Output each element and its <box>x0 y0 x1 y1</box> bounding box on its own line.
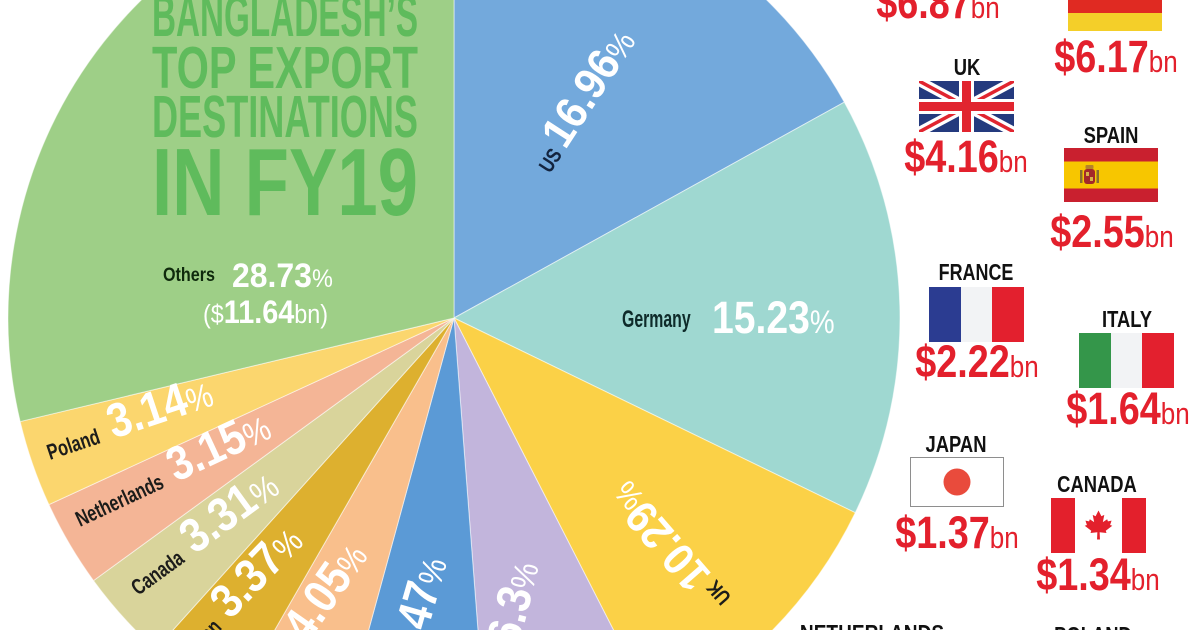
legend-item-japan: JAPAN $1.37bn <box>895 432 1019 558</box>
legend-item-poland: POLAND <box>1054 623 1132 630</box>
italy-flag-icon <box>1079 333 1174 388</box>
pie-slice-spain <box>453 317 615 630</box>
canada-flag-icon <box>1051 498 1146 553</box>
legend-item-spain: SPAIN $2.55bn <box>1050 123 1174 257</box>
legend-value: $4.16bn <box>904 131 1028 182</box>
pie-chart <box>7 0 901 630</box>
svg-text:Germany: Germany <box>622 307 691 333</box>
legend-item-us: US $6.87bn <box>876 0 1000 28</box>
slice-name: Germany <box>622 307 691 333</box>
pie-slice-germany <box>452 101 901 514</box>
legend-country: UK <box>954 55 981 80</box>
legend-country: CANADA <box>1057 472 1137 497</box>
slice-name: Others <box>163 264 215 286</box>
japan-flag-icon <box>910 457 1004 507</box>
svg-text:Others: Others <box>163 264 215 286</box>
legend-item-germany: GERMANY $6.17bn <box>1054 0 1178 82</box>
pie-slice-others <box>7 0 455 423</box>
pie-slice-uk <box>452 316 856 630</box>
legend: US $6.87bn GERMANY $6.17bn UK <box>800 0 1190 630</box>
slice-label-germany: Germany 15.23% <box>622 292 835 342</box>
uk-flag-icon <box>919 81 1014 132</box>
maple-leaf-icon <box>1084 510 1113 540</box>
legend-country: SPAIN <box>1084 123 1139 148</box>
title-line-2: TOP EXPORT <box>152 35 418 101</box>
legend-country: ITALY <box>1102 307 1152 332</box>
legend-value: $2.55bn <box>1050 206 1174 257</box>
slice-percent: 28.73 <box>232 256 312 294</box>
legend-value: $6.87bn <box>876 0 1000 28</box>
legend-country: POLAND <box>1054 623 1132 630</box>
legend-item-uk: UK $4.16bn <box>904 55 1028 182</box>
others-amount: ($11.64bn) <box>203 295 328 331</box>
legend-country: NETHERLANDS <box>800 621 944 630</box>
legend-value: $6.17bn <box>1054 31 1178 82</box>
legend-country: JAPAN <box>926 432 987 457</box>
title-line-3: DESTINATIONS <box>152 84 418 150</box>
pie-slice-us <box>453 0 845 319</box>
legend-value: $1.34bn <box>1036 549 1160 600</box>
legend-item-canada: CANADA $1.34bn <box>1036 472 1160 600</box>
pie-slice-france <box>368 317 479 630</box>
spain-flag-icon <box>1064 148 1158 202</box>
slice-label-others: Others 28.73% ($11.64bn) <box>163 256 333 330</box>
legend-item-italy: ITALY $1.64bn <box>1066 307 1190 434</box>
title-line-1: BANGLADESH’S <box>152 0 418 49</box>
title-line-4: IN FY19 <box>152 129 418 236</box>
legend-item-france: FRANCE $2.22bn <box>915 260 1039 387</box>
germany-flag-icon <box>1068 0 1162 31</box>
svg-text:28.73%: 28.73% <box>232 256 333 294</box>
slice-percent: 15.23 <box>712 292 810 342</box>
legend-value: $1.37bn <box>895 507 1019 558</box>
legend-value: $1.64bn <box>1066 383 1190 434</box>
chart-title: BANGLADESH’S TOP EXPORT DESTINATIONS IN … <box>152 0 418 236</box>
svg-text:15.23%: 15.23% <box>712 292 835 342</box>
legend-value: $2.22bn <box>915 336 1039 387</box>
legend-item-netherlands: NETHERLANDS <box>800 621 944 630</box>
france-flag-icon <box>929 287 1024 342</box>
legend-country: FRANCE <box>939 260 1014 286</box>
